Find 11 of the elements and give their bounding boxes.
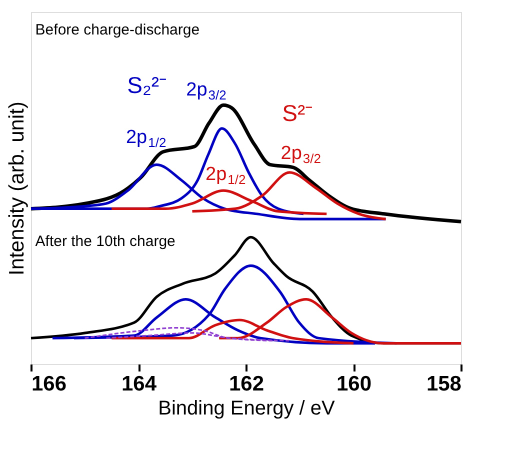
annotation: S²⁻ (282, 100, 314, 126)
x-tick-label: 160 (336, 372, 372, 396)
x-tick-label: 162 (228, 372, 264, 396)
y-axis-title: Intensity (arb. unit) (6, 102, 28, 276)
x-tick-label: 158 (426, 372, 462, 396)
x-tick-label: 164 (121, 372, 157, 396)
annotation: After the 10th charge (35, 232, 176, 250)
text: S₂²⁻ (127, 72, 168, 98)
x-axis-title: Binding Energy / eV (158, 398, 336, 420)
text: Before charge-discharge (35, 22, 200, 39)
x-tick-label: 166 (32, 372, 67, 396)
